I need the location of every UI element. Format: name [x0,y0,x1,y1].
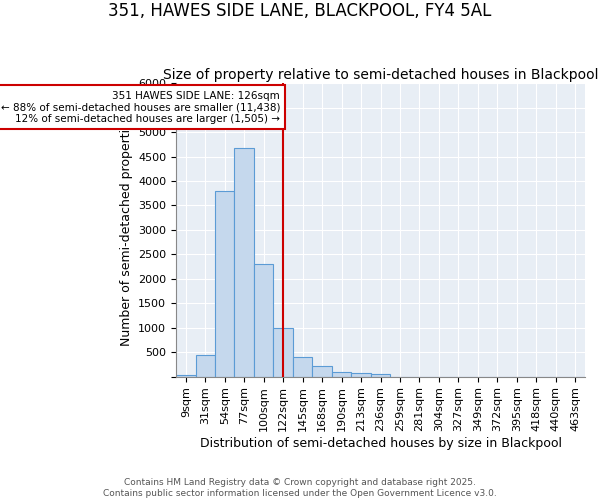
Bar [332,372,352,376]
Bar [352,374,371,376]
Bar [215,191,235,376]
Bar [371,374,390,376]
X-axis label: Distribution of semi-detached houses by size in Blackpool: Distribution of semi-detached houses by … [200,437,562,450]
Text: 351, HAWES SIDE LANE, BLACKPOOL, FY4 5AL: 351, HAWES SIDE LANE, BLACKPOOL, FY4 5AL [109,2,491,21]
Bar [313,366,332,376]
Bar [274,328,293,376]
Title: Size of property relative to semi-detached houses in Blackpool: Size of property relative to semi-detach… [163,68,598,82]
Text: 351 HAWES SIDE LANE: 126sqm
← 88% of semi-detached houses are smaller (11,438)
1: 351 HAWES SIDE LANE: 126sqm ← 88% of sem… [1,90,280,124]
Bar [235,148,254,376]
Text: Contains HM Land Registry data © Crown copyright and database right 2025.
Contai: Contains HM Land Registry data © Crown c… [103,478,497,498]
Bar [254,264,274,376]
Y-axis label: Number of semi-detached properties: Number of semi-detached properties [119,114,133,346]
Bar [293,357,313,376]
Bar [196,354,215,376]
